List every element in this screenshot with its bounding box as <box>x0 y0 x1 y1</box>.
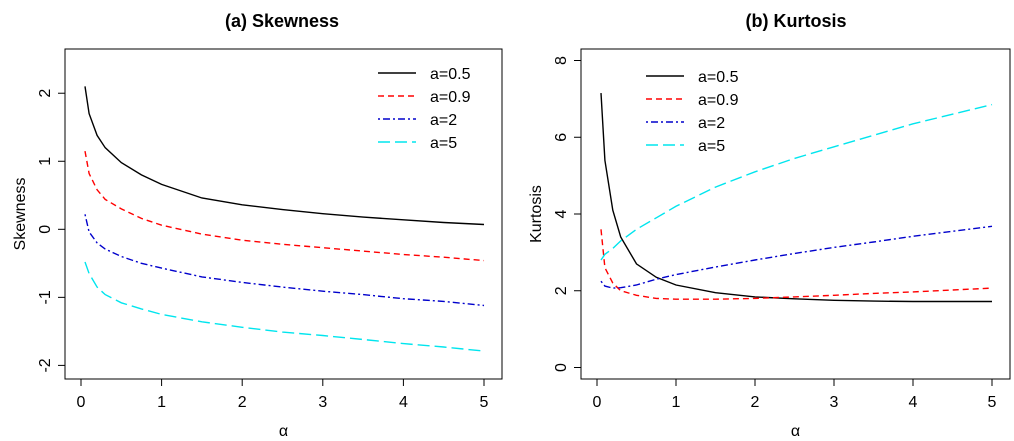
chart-panel-2: (b) Kurtosis 0 1 2 3 4 5 α 0 2 4 6 8 Kurtosis a=0.5 a=0… <box>528 11 1011 440</box>
y-tick-label: 2 <box>37 89 54 98</box>
y-tick-label: 0 <box>37 225 54 234</box>
series-line-3 <box>600 225 993 289</box>
x-tick-label: 1 <box>157 394 166 411</box>
legend-label: a=5 <box>430 135 457 152</box>
legend-label: a=0.5 <box>430 66 471 83</box>
y-tick-label: -2 <box>37 358 54 372</box>
series-line-2 <box>600 229 993 300</box>
legend-label: a=0.9 <box>698 92 739 109</box>
x-tick-label: 1 <box>672 394 681 411</box>
x-tick-label: 3 <box>318 394 327 411</box>
x-tick-label: 5 <box>988 394 997 411</box>
x-tick-label: 0 <box>593 394 602 411</box>
y-tick-label: 6 <box>553 133 570 142</box>
y-tick-label: 0 <box>553 363 570 372</box>
x-tick-label: 2 <box>238 394 247 411</box>
y-tick-label: 8 <box>553 56 570 65</box>
x-tick-label: 4 <box>399 394 408 411</box>
x-axis-label: α <box>279 423 288 440</box>
y-tick-label: -1 <box>37 290 54 304</box>
y-tick-label: 1 <box>37 157 54 166</box>
legend-label: a=2 <box>430 112 457 129</box>
y-axis-label: Skewness <box>12 178 29 251</box>
plot-frame <box>64 48 503 380</box>
series-line-1 <box>600 93 992 303</box>
legend-label: a=0.9 <box>430 89 471 106</box>
series-line-2 <box>84 150 485 262</box>
series-line-3 <box>84 214 485 307</box>
x-tick-label: 0 <box>77 394 86 411</box>
series-line-4 <box>600 103 993 261</box>
legend-label: a=5 <box>698 138 725 155</box>
x-tick-label: 3 <box>830 394 839 411</box>
y-tick-label: 4 <box>553 209 570 218</box>
x-tick-label: 4 <box>909 394 918 411</box>
y-tick-label: 2 <box>553 286 570 295</box>
chart-title: (b) Kurtosis <box>746 11 847 31</box>
chart-title: (a) Skewness <box>225 11 339 31</box>
series-line-1 <box>84 86 485 226</box>
series-line-4 <box>84 261 485 352</box>
x-tick-label: 2 <box>751 394 760 411</box>
y-axis-label: Kurtosis <box>528 185 545 243</box>
x-tick-label: 5 <box>480 394 489 411</box>
x-axis-label: α <box>791 423 800 440</box>
legend-label: a=0.5 <box>698 69 739 86</box>
legend-label: a=2 <box>698 115 725 132</box>
chart-panel-1: (a) Skewness 0 1 2 3 4 5 α -2 -1 0 1 2 Skewness a=0.5 a… <box>12 11 503 440</box>
plot-frame <box>580 48 1011 380</box>
